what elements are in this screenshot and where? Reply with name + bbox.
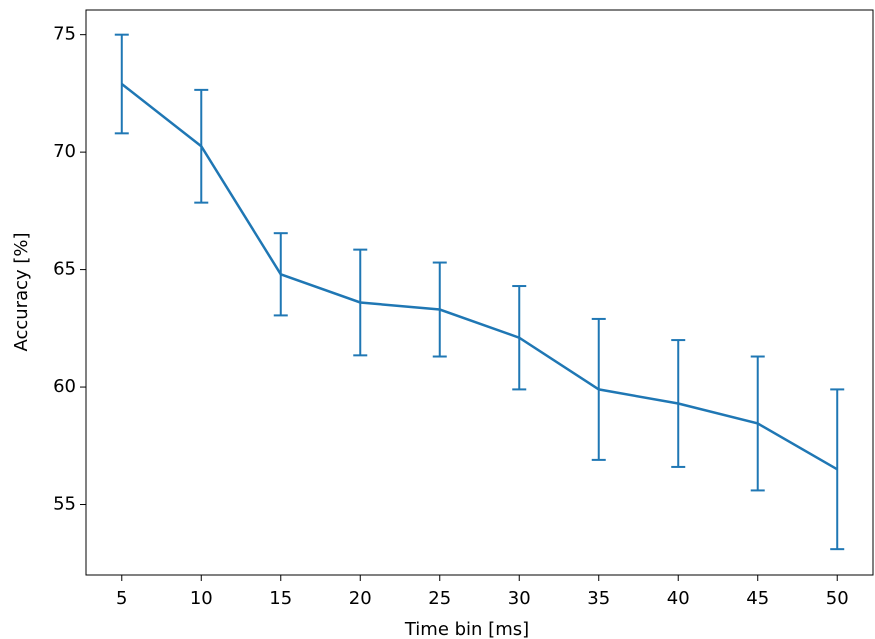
x-tick-label: 45 xyxy=(746,588,769,609)
x-tick-label: 5 xyxy=(116,588,127,609)
y-tick-label: 75 xyxy=(53,24,76,45)
y-tick-label: 55 xyxy=(53,494,76,515)
y-tick-label: 60 xyxy=(53,376,76,397)
x-tick-label: 10 xyxy=(190,588,213,609)
x-tick-label: 40 xyxy=(667,588,690,609)
x-axis-label: Time bin [ms] xyxy=(404,619,529,639)
x-tick-label: 20 xyxy=(349,588,372,609)
y-tick-label: 65 xyxy=(53,259,76,280)
y-axis-label: Accuracy [%] xyxy=(11,232,32,351)
x-tick-label: 50 xyxy=(826,588,849,609)
x-tick-label: 25 xyxy=(428,588,451,609)
data-line xyxy=(121,83,838,471)
x-tick-label: 35 xyxy=(587,588,610,609)
x-tick-label: 15 xyxy=(269,588,292,609)
error-bar xyxy=(114,33,129,135)
x-tick-label: 30 xyxy=(508,588,531,609)
plot-frame xyxy=(85,9,874,576)
y-tick-label: 70 xyxy=(53,141,76,162)
